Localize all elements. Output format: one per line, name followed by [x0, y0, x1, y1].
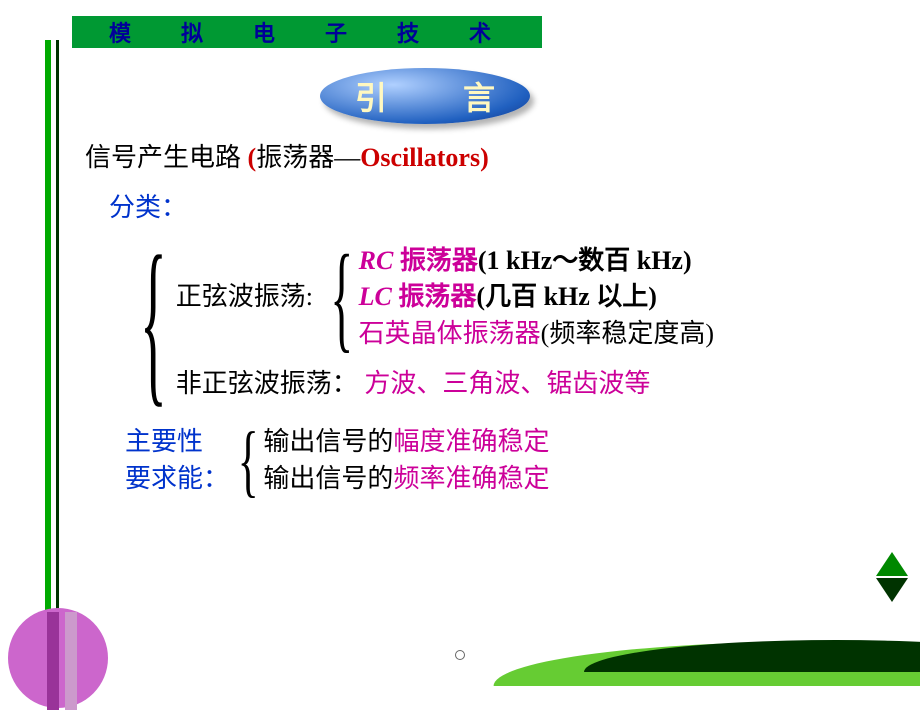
title-oval: 引 言	[320, 68, 530, 124]
header-bar: 模 拟 电 子 技 术	[72, 16, 542, 48]
nav-arrows	[872, 552, 912, 602]
req-label1: 主要性	[125, 424, 229, 460]
req2a: 输出信号的	[263, 464, 393, 493]
paren-close: )	[480, 143, 489, 172]
nonsine-row: 非正弦波振荡： 方波、三角波、锯齿波等	[176, 366, 714, 402]
bottom-decoration	[0, 600, 920, 690]
note-close: )	[683, 246, 692, 275]
purple-bar-1	[47, 612, 59, 710]
crystal: 石英晶体振荡器	[359, 319, 541, 348]
note-open: (	[476, 282, 485, 311]
lc-note: 几百 kHz 以上	[485, 282, 648, 311]
content-area: 信号产生电路 (振荡器—Oscillators) 分类： { 正弦波振荡: { …	[85, 140, 870, 497]
rc-rest: 振荡器	[393, 246, 478, 275]
line1-prefix: 信号产生电路	[85, 143, 248, 172]
req1b: 幅度准确稳定	[393, 427, 549, 456]
lc-italic: LC	[359, 282, 392, 311]
line1: 信号产生电路 (振荡器—Oscillators)	[85, 140, 870, 176]
note-close: )	[705, 319, 714, 348]
nonsine-value: 方波、三角波、锯齿波等	[364, 369, 650, 398]
sine-item: 石英晶体振荡器(频率稳定度高)	[359, 316, 714, 352]
footer-dot-icon	[455, 650, 465, 660]
crystal-note: 频率稳定度高	[549, 319, 705, 348]
nonsine-label: 非正弦波振荡：	[176, 369, 358, 398]
sine-label: 正弦波振荡:	[176, 279, 313, 315]
line1-osc: Oscillators	[360, 143, 480, 172]
note-close: )	[648, 282, 657, 311]
req1a: 输出信号的	[263, 427, 393, 456]
brace-icon: {	[140, 251, 167, 389]
req-item: 输出信号的频率准确稳定	[263, 461, 549, 497]
req-item: 输出信号的幅度准确稳定	[263, 424, 549, 460]
rc-note: 1 kHz～数百 kHz	[487, 246, 683, 275]
rc-italic: RC	[359, 246, 394, 275]
sine-item: LC 振荡器(几百 kHz 以上)	[359, 279, 714, 315]
line1-inner1: 振荡器—	[256, 143, 360, 172]
title-text: 引 言	[333, 73, 517, 119]
brace-icon: {	[330, 247, 353, 347]
note-open: (	[478, 246, 487, 275]
prev-slide-icon[interactable]	[876, 552, 908, 576]
lc-rest: 振荡器	[392, 282, 477, 311]
next-slide-icon[interactable]	[876, 578, 908, 602]
paren-open: (	[248, 143, 257, 172]
header-text: 模 拟 电 子 技 术	[109, 16, 505, 48]
brace-icon: {	[238, 428, 259, 494]
purple-bar-2	[65, 612, 77, 710]
sine-item: RC 振荡器(1 kHz～数百 kHz)	[359, 243, 714, 279]
req-label2: 要求能：	[125, 461, 229, 497]
req2b: 频率准确稳定	[393, 464, 549, 493]
